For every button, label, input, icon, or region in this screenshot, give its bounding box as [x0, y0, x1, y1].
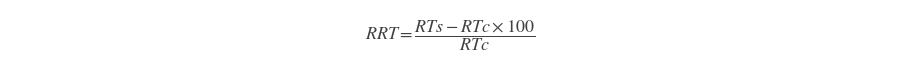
Text: $\mathit{RRT} = \dfrac{\mathit{RTs} - \mathit{RTc} \times 100}{\mathit{RTc}}$: $\mathit{RRT} = \dfrac{\mathit{RTs} - \m…: [365, 18, 535, 53]
